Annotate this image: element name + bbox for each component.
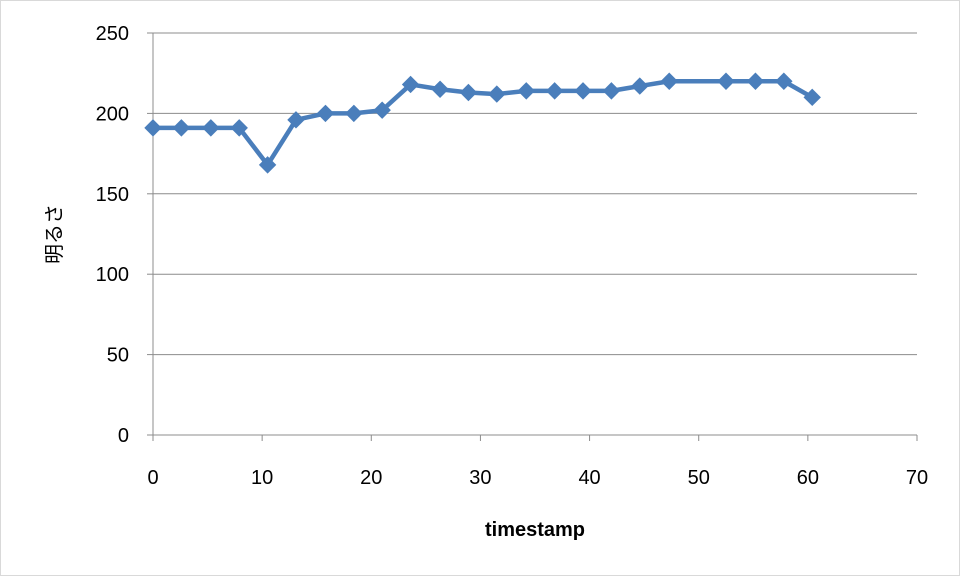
series-line — [150, 78, 815, 168]
data-point — [631, 77, 649, 95]
data-point — [258, 156, 277, 174]
x-tick-label: 10 — [251, 467, 273, 489]
data-point — [488, 85, 506, 103]
x-tick-label: 40 — [578, 467, 600, 489]
y-tick-label: 50 — [107, 345, 129, 367]
data-point — [316, 104, 335, 123]
data-point — [345, 104, 363, 123]
data-point — [172, 119, 191, 137]
x-tick-label: 60 — [797, 467, 819, 489]
data-point — [717, 72, 735, 90]
y-tick-label: 250 — [96, 23, 129, 45]
y-tick-label: 200 — [96, 103, 129, 125]
data-point — [230, 119, 248, 137]
data-point — [775, 72, 793, 90]
data-point — [144, 119, 162, 137]
x-tick-label: 0 — [147, 467, 158, 489]
gridlines — [153, 32, 917, 356]
y-tick-label: 0 — [118, 425, 129, 447]
y-tick-label: 150 — [96, 184, 129, 206]
data-point — [287, 111, 305, 129]
data-point — [746, 72, 765, 90]
data-point — [202, 119, 220, 137]
data-point — [517, 82, 535, 100]
data-point — [660, 72, 678, 90]
series-layer — [144, 72, 821, 174]
x-tick-label: 20 — [360, 467, 382, 489]
data-point — [373, 101, 391, 119]
data-point — [602, 82, 621, 100]
y-axis-title: 明るさ — [44, 204, 66, 264]
data-point — [401, 75, 420, 94]
data-point — [459, 83, 478, 102]
x-tick-label: 50 — [688, 467, 710, 489]
y-tick-label: 100 — [96, 264, 129, 286]
data-point — [545, 82, 564, 100]
x-tick-label: 70 — [906, 467, 928, 489]
x-axis-title: timestamp — [485, 519, 585, 541]
x-tick-label: 30 — [469, 467, 491, 489]
data-point — [574, 82, 592, 100]
data-point — [803, 88, 821, 107]
data-point — [431, 80, 449, 98]
axes — [147, 32, 918, 441]
tick-labels: 0 50 100 150 200 250 0 10 20 30 40 50 60 70 — [96, 23, 929, 489]
